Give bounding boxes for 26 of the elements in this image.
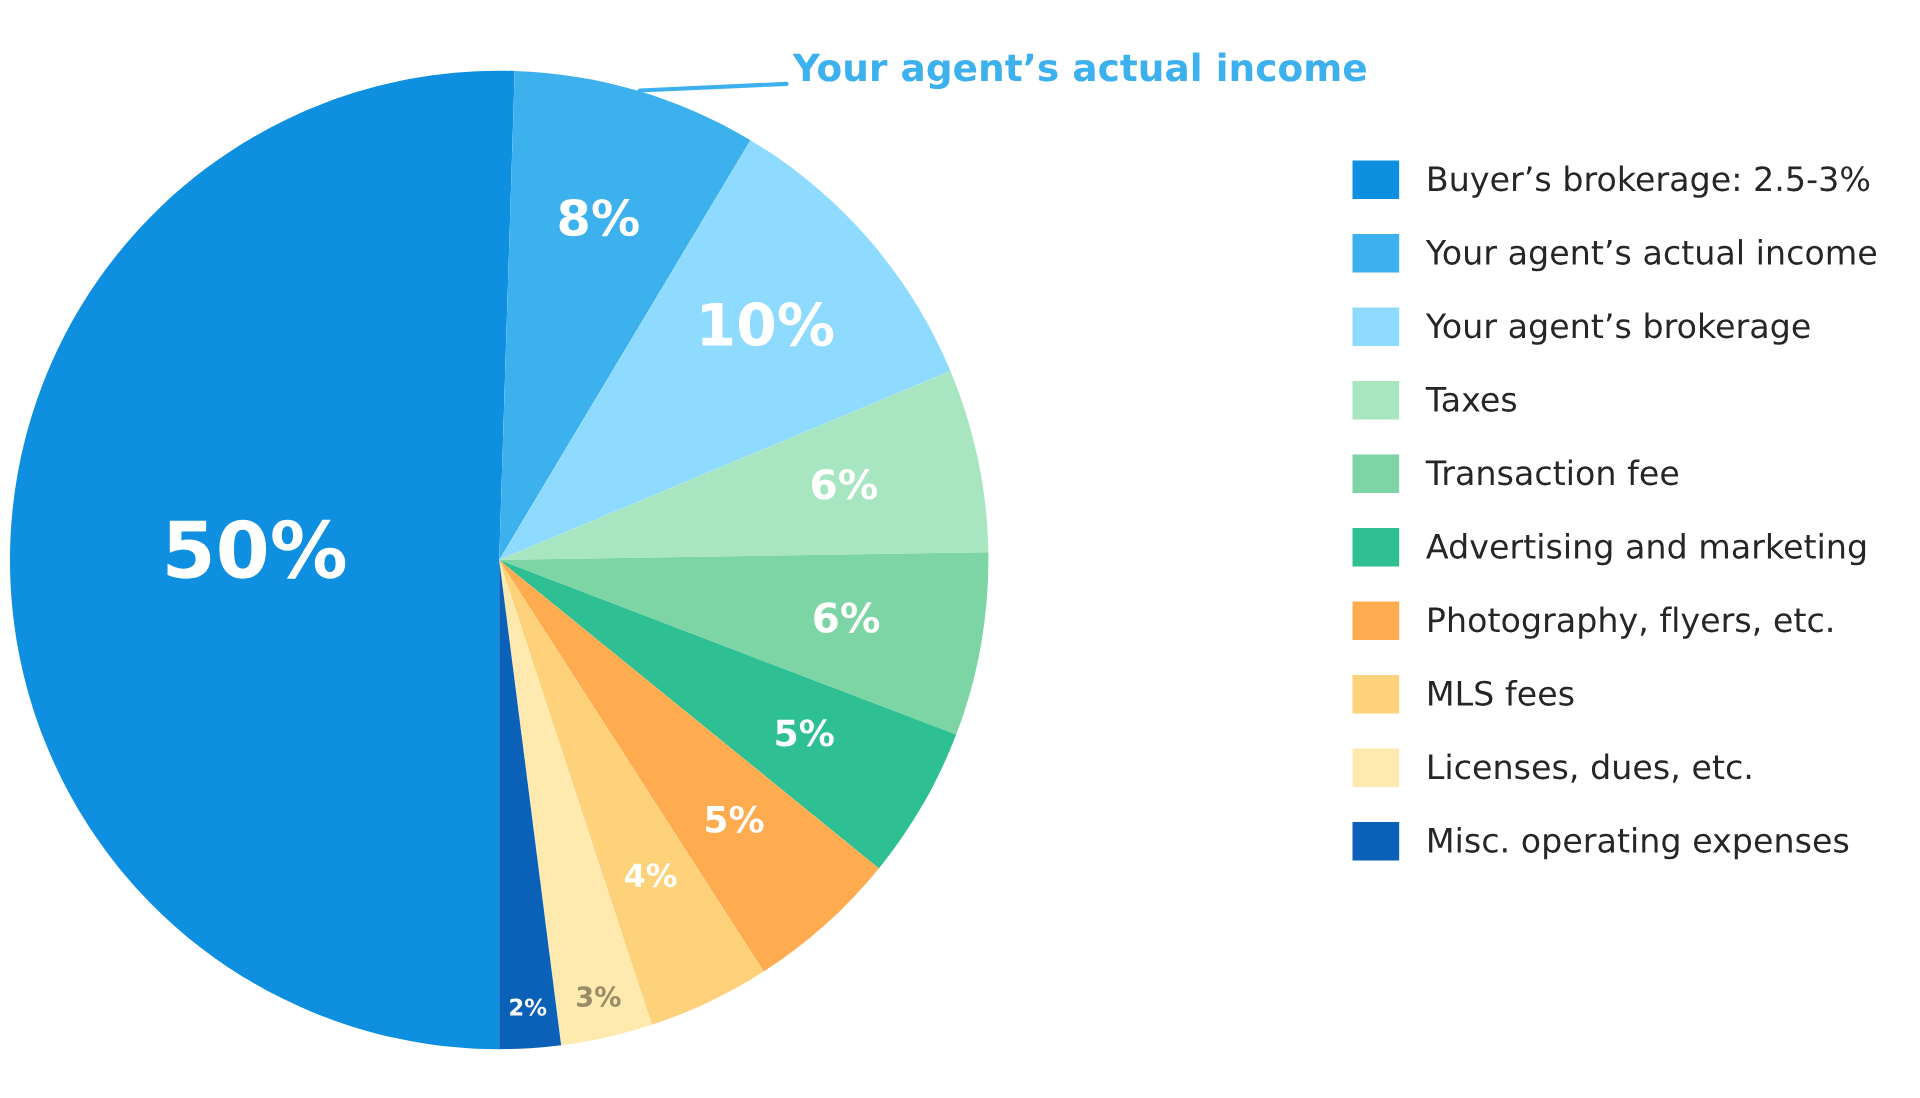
pie-slice [499,559,764,1025]
data-label: 8% [559,198,639,237]
data-label: 5% [706,805,764,833]
legend-label: Transaction fee [1425,459,1679,486]
legend-label: Your agent’s brokerage [1425,312,1810,345]
legend-label: Licenses, dues, etc. [1429,753,1751,783]
data-label: 50% [167,519,346,579]
text: Your agent’s actual income [792,52,1366,90]
data-label: 6% [812,468,878,500]
legend-label: Your agent’s actual income [1425,239,1876,272]
legend-label: Taxes [1425,387,1517,412]
pie-slice [499,559,879,972]
data-label: 3% [577,986,621,1007]
pie-slice [499,559,562,1050]
legend-label: Buyer’s brokerage: 2.5-3% [1429,165,1870,198]
pie-slice [499,370,989,560]
legend-label: Misc. operating expenses [1429,827,1849,860]
legend-label: MLS fees [1429,680,1574,706]
data-label: 2% [510,998,547,1016]
data-label: 4% [625,863,677,888]
pie-slice [499,140,951,560]
legend-label: Advertising and marketing [1426,533,1866,566]
data-label: 10% [702,302,834,347]
legend-label: Photography, flyers, etc. [1429,606,1832,639]
data-label: 5% [776,719,834,747]
data-label: 6% [814,602,880,633]
